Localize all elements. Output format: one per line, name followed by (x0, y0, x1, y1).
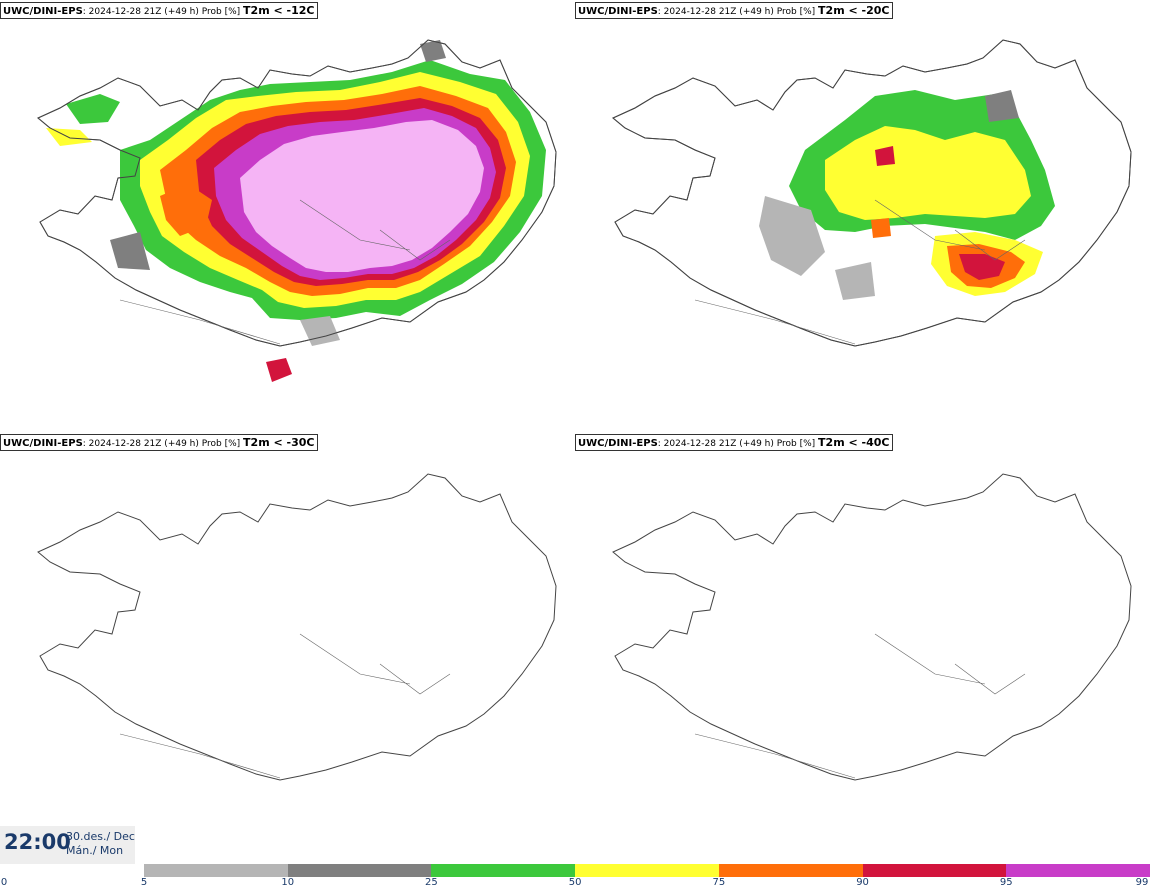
iceland-map (612, 39, 1132, 347)
iceland-map (612, 473, 1132, 781)
legend-tick-label: 95 (999, 877, 1013, 888)
legend-tick-label: 90 (856, 877, 869, 888)
legend-tick-label: 99 (1135, 877, 1149, 888)
valid-date: 30.des./ Dec Mán./ Mon (66, 830, 135, 858)
iceland-map (37, 473, 557, 781)
panel-title: UWC/DINI-EPS: 2024-12-28 21Z (+49 h) Pro… (0, 2, 318, 19)
color-legend: 0 5 10 25 50 75 90 95 99 (0, 862, 1150, 891)
legend-swatch (718, 864, 863, 877)
map-panel-t2m-minus40: UWC/DINI-EPS: 2024-12-28 21Z (+49 h) Pro… (575, 432, 1150, 864)
probability-field (759, 90, 1055, 300)
map-panel-t2m-minus12: UWC/DINI-EPS: 2024-12-28 21Z (+49 h) Pro… (0, 0, 575, 432)
panel-title: UWC/DINI-EPS: 2024-12-28 21Z (+49 h) Pro… (575, 2, 893, 19)
legend-tick-label: 75 (712, 877, 726, 888)
legend-tick-label: 0 (0, 877, 8, 888)
valid-time: 22:00 (4, 830, 71, 854)
legend-swatch (431, 864, 576, 877)
legend-swatch (144, 864, 288, 877)
legend-swatch (1006, 864, 1150, 877)
valid-date-line2: Mán./ Mon (66, 844, 124, 857)
legend-swatch (287, 864, 432, 877)
valid-date-line1: 30.des./ Dec (66, 830, 135, 843)
legend-tick-label: 50 (568, 877, 582, 888)
valid-time-box: 22:00 30.des./ Dec Mán./ Mon (0, 826, 135, 864)
panel-title: UWC/DINI-EPS: 2024-12-28 21Z (+49 h) Pro… (0, 434, 318, 451)
legend-tick-label: 10 (281, 877, 295, 888)
legend-swatch (862, 864, 1007, 877)
legend-tick-label: 5 (140, 877, 148, 888)
panel-title: UWC/DINI-EPS: 2024-12-28 21Z (+49 h) Pro… (575, 434, 893, 451)
iceland-map (37, 39, 557, 382)
legend-swatch (575, 864, 719, 877)
probability-field (46, 40, 546, 382)
map-panel-t2m-minus20: UWC/DINI-EPS: 2024-12-28 21Z (+49 h) Pro… (575, 0, 1150, 432)
map-panel-t2m-minus30: UWC/DINI-EPS: 2024-12-28 21Z (+49 h) Pro… (0, 432, 575, 864)
legend-tick-label: 25 (425, 877, 438, 888)
